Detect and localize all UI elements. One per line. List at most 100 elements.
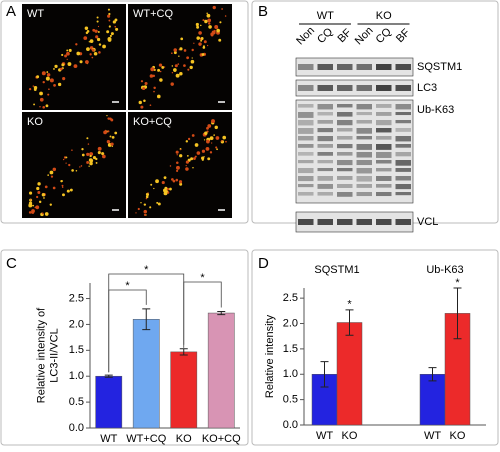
puncta [61,186,64,188]
puncta [87,143,90,145]
band [298,184,314,188]
puncta [214,125,218,130]
puncta [159,78,163,82]
y-tick-label: 1.5 [69,344,84,356]
puncta [94,29,98,33]
puncta [53,68,55,70]
puncta [108,25,111,28]
sig-bracket [183,281,222,348]
puncta [33,85,38,90]
puncta [71,149,73,151]
puncta [114,131,118,135]
puncta [201,149,206,153]
puncta [76,51,81,56]
y-tick-label: 1.5 [283,343,298,355]
bar [336,322,363,426]
puncta [190,59,195,64]
puncta [52,186,56,190]
puncta [52,167,57,172]
band [317,64,333,70]
band [317,152,333,156]
band [337,144,353,149]
puncta [206,44,209,47]
puncta [46,73,51,77]
puncta [175,150,179,154]
band [337,104,353,108]
puncta [36,75,40,79]
band [356,120,372,124]
puncta [92,156,96,160]
puncta [193,42,195,44]
puncta [185,160,189,164]
band [317,219,333,225]
puncta [61,53,64,57]
band [298,85,314,91]
group-label: Ub-K63 [426,264,463,276]
lane-label: BF [394,27,413,46]
puncta [208,25,212,29]
band [356,64,372,70]
blot-group: WT [317,10,334,22]
puncta [109,135,112,138]
puncta [142,87,146,91]
puncta [219,21,222,24]
puncta [68,163,71,167]
band [337,120,353,126]
band [395,192,411,196]
puncta [86,47,90,52]
puncta [186,154,189,157]
band [395,168,411,172]
puncta [179,148,182,151]
puncta [175,178,179,182]
charts: 0.0 0.5 1.0 1.5 2.0 2.5 Relative intensity ofL… [35,264,486,445]
puncta [66,49,69,52]
band [376,219,392,225]
puncta [147,192,149,194]
puncta [201,158,204,161]
puncta [50,175,54,178]
puncta [89,53,92,56]
puncta [39,97,44,102]
x-tick-label: KO [176,433,192,445]
puncta [79,166,81,168]
bar [207,312,235,429]
error-bar [345,309,354,336]
puncta [145,192,150,197]
band [317,184,333,189]
y-tick-label: 0.0 [69,422,84,434]
puncta [200,39,203,42]
puncta [159,70,162,73]
band [376,112,392,116]
puncta [108,19,111,22]
puncta [43,197,45,199]
puncta [175,73,180,78]
puncta [44,185,48,189]
puncta [200,36,204,40]
puncta [203,40,207,44]
band [317,85,333,91]
puncta [86,30,90,33]
puncta [33,103,35,106]
band [337,219,353,225]
puncta [47,174,49,176]
puncta [187,68,190,71]
puncta [204,19,208,24]
panel-letter: D [258,255,269,272]
band [395,104,411,110]
puncta [140,80,144,83]
puncta [185,167,189,171]
band [317,144,333,148]
puncta [98,43,102,46]
micrograph [22,4,126,110]
puncta [109,34,112,38]
band [317,120,333,124]
puncta [163,66,166,68]
puncta [96,20,99,23]
puncta [92,28,96,32]
puncta [143,99,146,103]
puncta [209,136,214,141]
puncta [114,18,118,22]
puncta [191,48,194,52]
puncta [176,154,178,156]
puncta [89,161,93,166]
